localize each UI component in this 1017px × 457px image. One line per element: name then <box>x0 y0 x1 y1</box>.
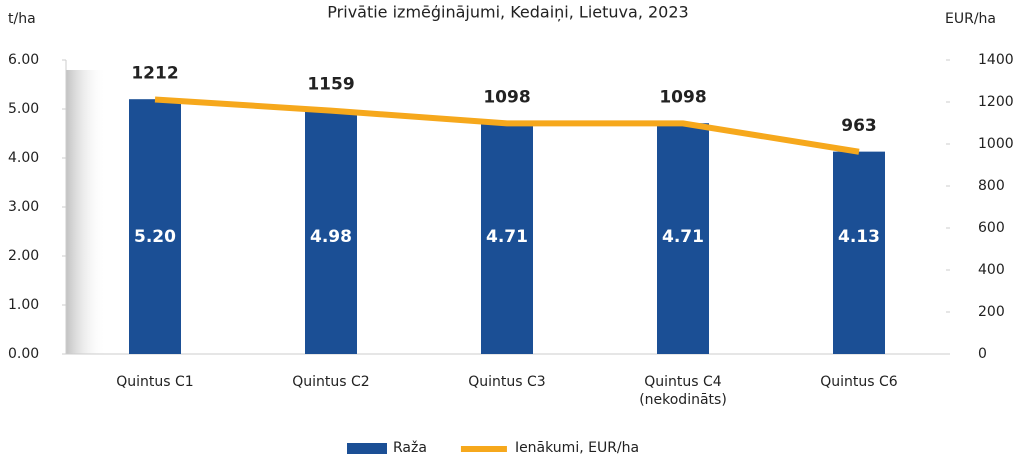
legend-label: Raža <box>393 440 427 456</box>
y-tick-label: 1.00 <box>8 297 39 313</box>
y-tick-label: 4.00 <box>8 150 39 166</box>
x-tick-label: Quintus C6 <box>820 374 898 390</box>
y2-tick-label: 200 <box>978 304 1005 320</box>
y2-axis-label: EUR/ha <box>945 11 996 27</box>
y2-tick-label: 1200 <box>978 94 1014 110</box>
legend-swatch <box>460 446 507 452</box>
bar-value-label: 4.71 <box>486 227 528 247</box>
bar <box>833 151 885 354</box>
line-value-label: 1159 <box>307 75 354 95</box>
legend-label: Ienākumi, EUR/ha <box>515 440 639 456</box>
legend-swatch <box>347 443 387 454</box>
bar <box>481 123 533 355</box>
bar <box>657 123 709 355</box>
x-tick-label: Quintus C2 <box>292 374 370 390</box>
bar-value-label: 4.98 <box>310 227 352 247</box>
y2-tick-label: 1000 <box>978 136 1014 152</box>
y2-tick-label: 0 <box>978 346 987 362</box>
chart-title: Privātie izmēģinājumi, Kedaiņi, Lietuva,… <box>327 3 688 22</box>
line <box>154 96 860 155</box>
line-value-label: 963 <box>841 116 877 136</box>
y-tick-label: 0.00 <box>8 346 39 362</box>
bar-value-label: 5.20 <box>134 227 176 247</box>
bar <box>129 99 181 354</box>
axis-shadow <box>66 70 106 354</box>
line-value-label: 1098 <box>483 87 530 107</box>
x-tick-label: Quintus C3 <box>468 374 546 390</box>
y-axis-label: t/ha <box>8 11 36 27</box>
y2-tick-label: 400 <box>978 262 1005 278</box>
bar <box>305 109 357 354</box>
y2-tick-label: 800 <box>978 178 1005 194</box>
line-value-label: 1098 <box>659 87 706 107</box>
bar-value-label: 4.71 <box>662 227 704 247</box>
bar-value-label: 4.13 <box>838 227 880 247</box>
y-tick-label: 2.00 <box>8 248 39 264</box>
y-tick-label: 5.00 <box>8 101 39 117</box>
y-tick-label: 6.00 <box>8 52 39 68</box>
y2-tick-label: 1400 <box>978 52 1014 68</box>
y2-tick-label: 600 <box>978 220 1005 236</box>
x-tick-label: Quintus C4 (nekodināts) <box>639 374 727 408</box>
y-tick-label: 3.00 <box>8 199 39 215</box>
line-value-label: 1212 <box>131 63 178 83</box>
x-tick-label: Quintus C1 <box>116 374 194 390</box>
